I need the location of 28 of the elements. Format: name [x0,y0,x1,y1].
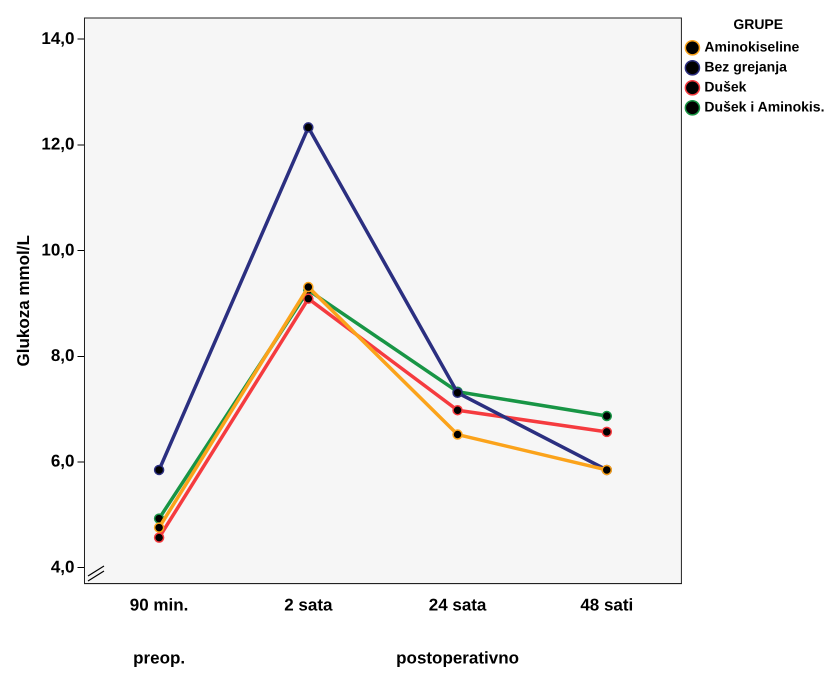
y-tick-label: 8,0 [50,346,74,365]
y-tick-label: 12,0 [41,134,74,154]
y-tick-label: 4,0 [50,557,74,576]
y-tick-label: 14,0 [41,28,74,48]
text: preop. [133,648,186,668]
y-axis-title: Glukoza mmol/L [14,235,33,366]
legend-label: Aminokiseline [704,38,800,55]
legend-title: GRUPE [733,16,784,32]
point [602,426,612,438]
y-tick-label: 10,0 [41,240,74,260]
legend-label: Dušek [704,78,747,95]
point [452,404,463,416]
x-tick-label: 2 sata [284,595,333,614]
y-tick-label: 6,0 [50,452,74,471]
point [154,464,164,476]
legend-label: Bez grejanja [704,58,788,75]
point [154,522,164,533]
x-tick-label: 24 sata [428,595,487,614]
text: postoperativno [396,648,519,668]
legend-label: Dušek i Aminokis. [704,98,824,115]
point [602,410,612,422]
point [303,282,314,292]
x-tick-label: 48 sati [580,595,634,614]
point [303,122,314,133]
point [303,293,314,304]
point [154,532,164,543]
point [452,429,463,440]
x-tick-label: 90 min. [130,595,188,614]
